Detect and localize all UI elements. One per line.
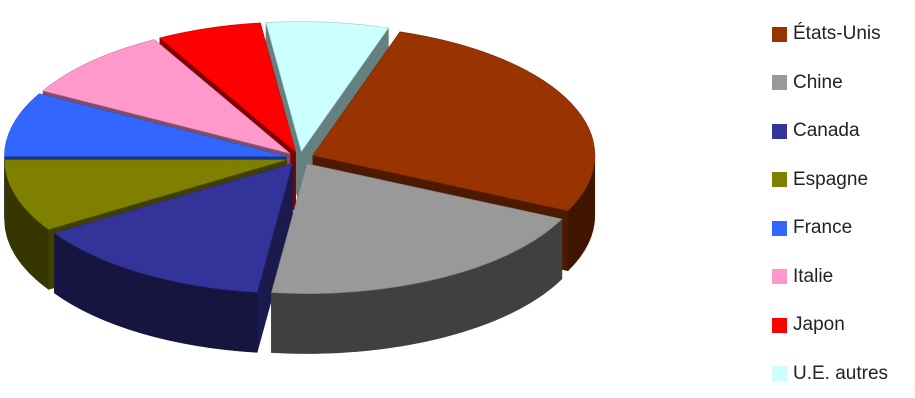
legend-item-chine: Chine [772, 59, 912, 108]
legend-item-canada: Canada [772, 107, 912, 156]
legend-item-u-e-autres: U.E. autres [772, 350, 912, 398]
legend-swatch-canada [772, 124, 787, 139]
legend-swatch-italie [772, 269, 787, 284]
chart-legend: États-Unis Chine Canada Espagne France Italie… [772, 10, 912, 398]
pie-chart [0, 0, 700, 366]
legend-item-france: France [772, 204, 912, 253]
legend-swatch-u-e-autres [772, 366, 787, 381]
legend-label-etats-unis: États-Unis [793, 23, 881, 45]
legend-label-chine: Chine [793, 72, 843, 94]
legend-swatch-france [772, 221, 787, 236]
legend-item-italie: Italie [772, 253, 912, 302]
legend-label-espagne: Espagne [793, 169, 868, 191]
legend-label-france: France [793, 217, 852, 239]
legend-swatch-japon [772, 318, 787, 333]
legend-label-italie: Italie [793, 266, 833, 288]
legend-swatch-espagne [772, 172, 787, 187]
legend-item-etats-unis: États-Unis [772, 10, 912, 59]
legend-label-canada: Canada [793, 120, 860, 142]
legend-label-u-e-autres: U.E. autres [793, 363, 888, 385]
legend-swatch-chine [772, 75, 787, 90]
legend-swatch-etats-unis [772, 27, 787, 42]
legend-label-japon: Japon [793, 314, 845, 336]
legend-item-espagne: Espagne [772, 156, 912, 205]
legend-item-japon: Japon [772, 301, 912, 350]
